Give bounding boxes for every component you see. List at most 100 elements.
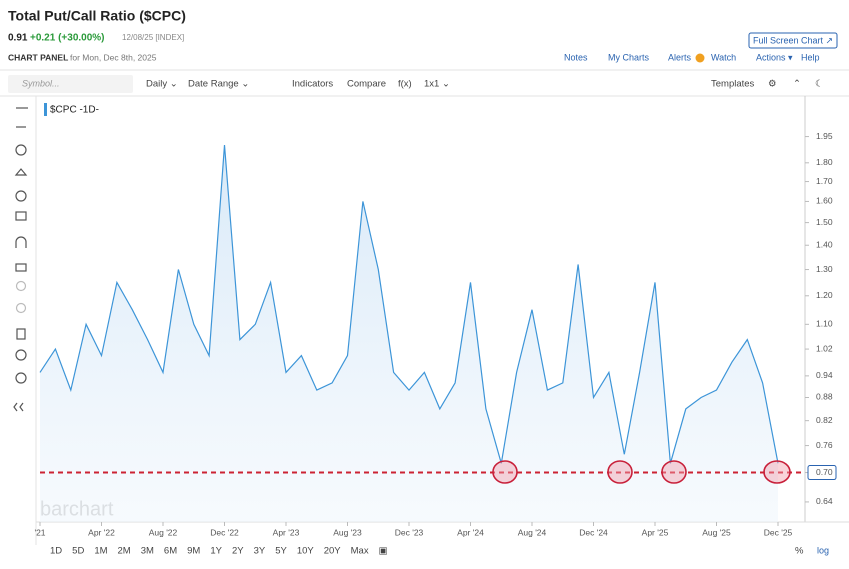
theme-icon[interactable]: ☾ [815, 79, 824, 90]
range-button[interactable]: 6M [164, 546, 177, 557]
collapse-icon[interactable]: ⌃ [793, 79, 801, 90]
settings-icon[interactable]: ⚙ [768, 79, 777, 90]
x-tick-label: Apr '24 [457, 527, 484, 537]
y-tick-label: 1.02 [816, 343, 833, 353]
range-button[interactable]: 20Y [324, 546, 342, 557]
y-tick-label: 0.70 [816, 467, 833, 477]
panel-date: for Mon, Dec 8th, 2025 [70, 52, 157, 62]
x-tick-label: Dec '22 [210, 527, 239, 537]
link[interactable]: Watch [711, 52, 736, 62]
tool-icon[interactable] [14, 168, 28, 176]
symbol-placeholder[interactable]: Symbol... [22, 78, 60, 88]
y-tick-label: 1.40 [816, 239, 833, 249]
legend-label: $CPC -1D- [50, 105, 99, 116]
last-value: 0.91 [8, 33, 28, 44]
tool-icon[interactable] [15, 372, 27, 384]
toolbar-item[interactable]: f(x) [398, 79, 412, 90]
highlight-circle [763, 460, 791, 484]
y-tick-label: 1.50 [816, 217, 833, 227]
range-button[interactable]: 10Y [297, 546, 315, 557]
tool-icon[interactable] [15, 236, 27, 248]
y-tick-label: 1.10 [816, 319, 833, 329]
link[interactable]: My Charts [608, 52, 650, 62]
full-screen-label[interactable]: Full Screen Chart ↗ [753, 35, 833, 45]
tool-icon[interactable] [15, 280, 27, 292]
sidebar-tools [13, 107, 28, 412]
range-button[interactable]: 9M [187, 546, 200, 557]
full-screen-button[interactable] [748, 32, 838, 49]
panel-label: CHART PANEL [8, 52, 68, 62]
scale-button[interactable]: log [817, 545, 829, 555]
tool-icon[interactable] [15, 263, 27, 272]
x-tick-label: Dec '24 [579, 527, 608, 537]
toolbar-item[interactable]: Daily ⌄ [146, 79, 178, 90]
link[interactable]: Notes [564, 52, 588, 62]
y-tick-label: 0.64 [816, 496, 833, 506]
y-tick-label: 0.82 [816, 415, 833, 425]
range-button[interactable]: 1M [94, 546, 107, 557]
toolbar-item[interactable]: Date Range ⌄ [188, 79, 249, 90]
y-tick-label: 1.70 [816, 176, 833, 186]
link[interactable]: Help [801, 52, 820, 62]
plot: 0.64 0.70 0.76 0.82 0.88 0.94 1.02 1.10 1.20 1.30… [34, 131, 837, 537]
alert-icon [695, 53, 705, 63]
x-tick-label: Apr '22 [88, 527, 115, 537]
range-button[interactable]: 2M [118, 546, 131, 557]
link[interactable]: Actions ▾ [756, 52, 793, 62]
range-button[interactable]: 5Y [275, 546, 287, 557]
y-tick-label: 0.88 [816, 392, 833, 402]
symbol-input[interactable] [8, 75, 133, 93]
tool-icon[interactable] [13, 402, 24, 412]
x-tick-label: Dec '25 [764, 527, 793, 537]
tool-icon[interactable] [15, 302, 27, 314]
range-button[interactable]: 2Y [232, 546, 244, 557]
date-info: 12/08/25 [INDEX] [122, 33, 184, 42]
range-button[interactable]: 3Y [254, 546, 266, 557]
y-tick-label: 1.30 [816, 264, 833, 274]
y-tick-highlight [807, 465, 837, 481]
area-fill [40, 145, 778, 522]
change: +0.21 (+30.00%) [30, 33, 105, 44]
range-button[interactable]: Max [351, 546, 369, 557]
scale-button[interactable]: % [795, 546, 804, 557]
link[interactable]: Alerts [668, 52, 692, 62]
y-tick-label: 1.80 [816, 157, 833, 167]
calendar-icon[interactable]: ▣ [379, 546, 388, 557]
x-tick-label: Apr '25 [642, 527, 669, 537]
y-tick-label: 1.95 [816, 131, 833, 141]
x-tick-label: '21 [34, 527, 45, 537]
legend-swatch [44, 103, 47, 116]
tool-icon[interactable] [15, 190, 27, 202]
templates[interactable]: Templates [711, 79, 755, 90]
y-tick-label: 0.94 [816, 370, 833, 380]
y-tick-label: 1.20 [816, 290, 833, 300]
series-line [39, 145, 779, 464]
range-bar: 1D 5D 1M 2M 3M 6M 9M 1Y 2Y 3Y 5Y 10Y 20Y Max ▣% log [50, 545, 829, 556]
tool-icon[interactable] [15, 349, 27, 361]
range-button[interactable]: 3M [141, 546, 154, 557]
range-button[interactable]: 1Y [210, 546, 222, 557]
toolbar: Daily ⌄ Date Range ⌄ Indicators Compare f(x)… [146, 79, 450, 90]
x-tick-label: Apr '23 [273, 527, 300, 537]
x-tick-label: Aug '24 [518, 527, 547, 537]
x-tick-label: Aug '23 [333, 527, 362, 537]
page-title: Total Put/Call Ratio ($CPC) [8, 8, 186, 24]
tool-icon[interactable] [15, 211, 27, 221]
toolbar-item[interactable]: Compare [347, 79, 386, 90]
x-tick-label: Aug '25 [702, 527, 731, 537]
tool-icon[interactable] [16, 328, 26, 340]
x-tick-label: Aug '22 [149, 527, 178, 537]
highlight-circle [492, 460, 518, 484]
highlight-circles [492, 460, 791, 484]
toolbar-item[interactable]: 1x1 ⌄ [424, 79, 450, 90]
range-button[interactable]: 1D [50, 546, 62, 557]
highlight-circle [661, 460, 687, 484]
y-tick-label: 1.60 [816, 196, 833, 206]
y-tick-label: 0.76 [816, 440, 833, 450]
highlight-circle [607, 460, 633, 484]
toolbar-item[interactable]: Indicators [292, 79, 333, 90]
x-tick-label: Dec '23 [395, 527, 424, 537]
tool-icon[interactable] [15, 144, 27, 156]
range-button[interactable]: 5D [72, 546, 84, 557]
